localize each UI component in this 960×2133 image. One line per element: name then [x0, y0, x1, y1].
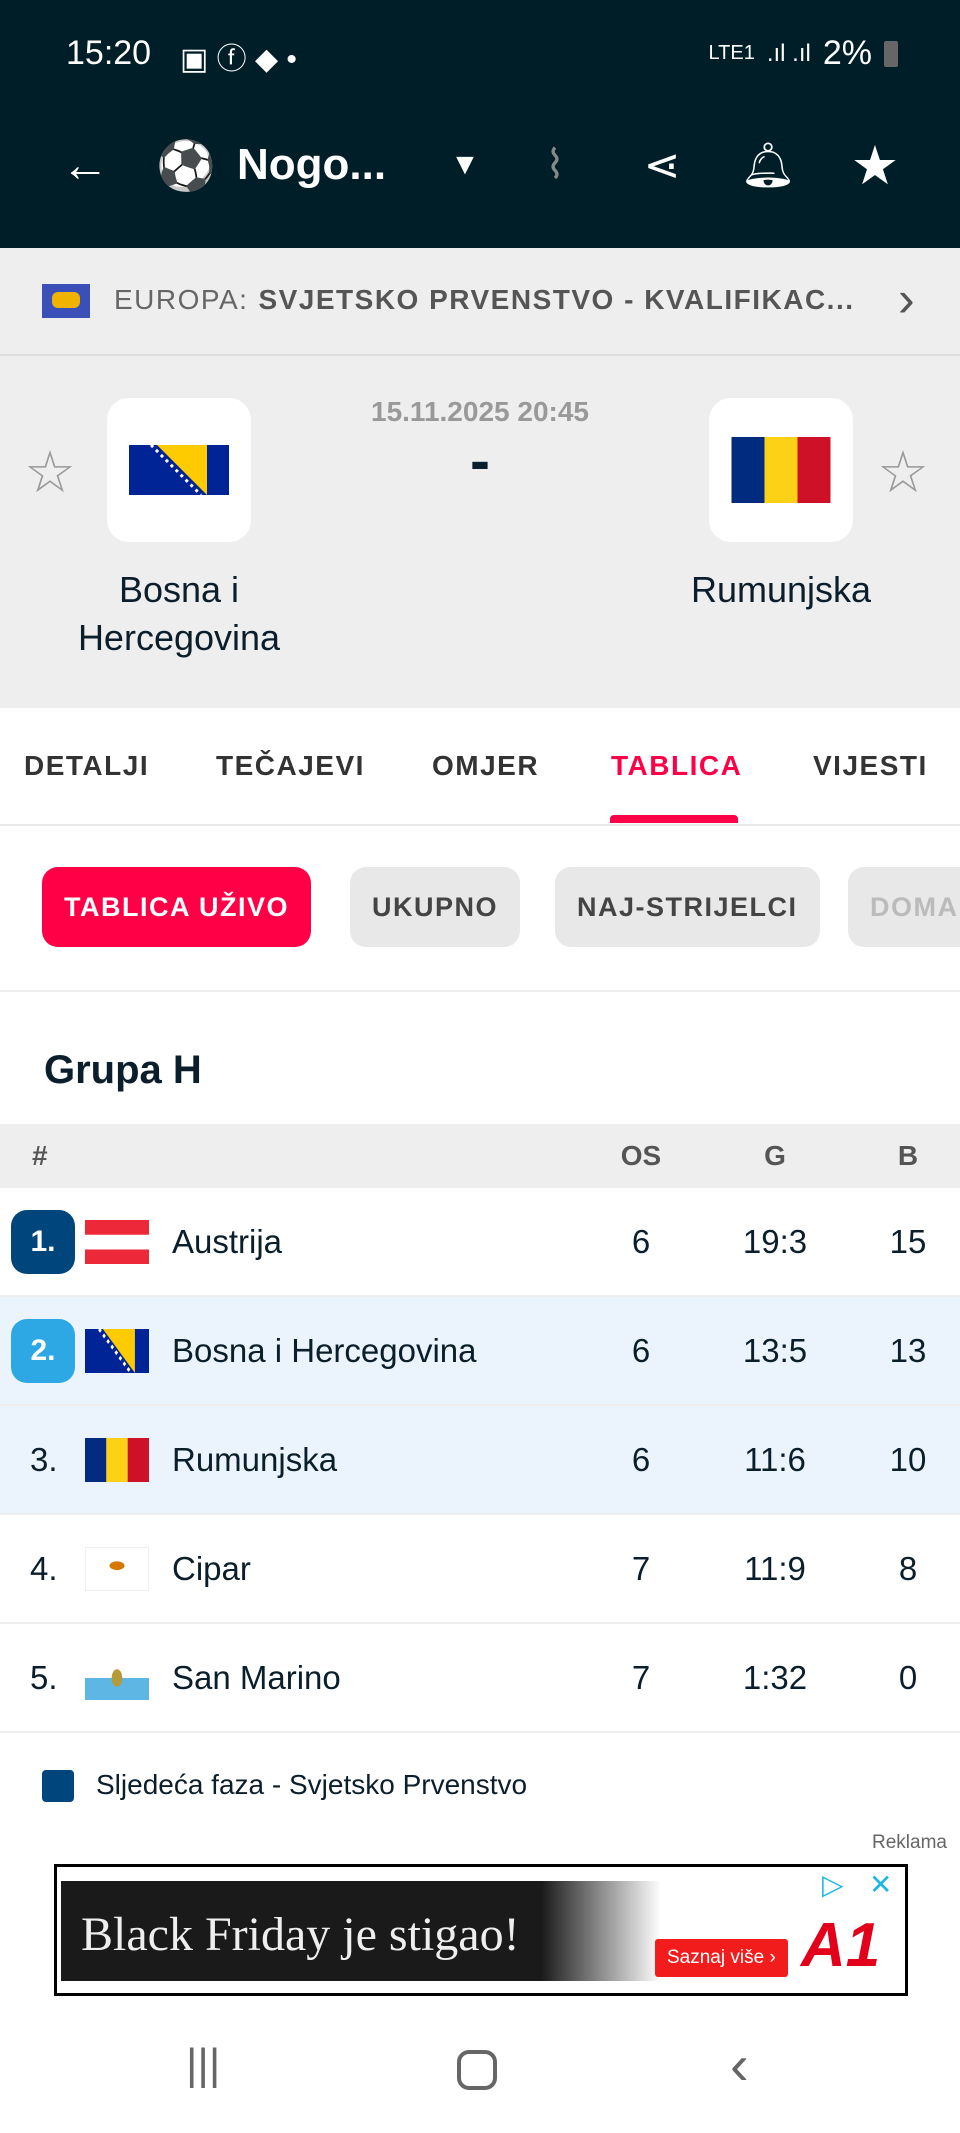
points: 0: [898, 1658, 918, 1696]
table-row[interactable]: 5. San Marino 7 1:32 0: [0, 1624, 960, 1733]
home-team-logo[interactable]: [107, 398, 251, 542]
team-name: Bosna i Hercegovina: [172, 1331, 477, 1369]
rank-label: 3.: [30, 1440, 58, 1478]
austria-flag-icon: [85, 1219, 149, 1264]
ad-brand-logo: A1: [801, 1911, 881, 1980]
share-icon[interactable]: ⋖: [643, 140, 681, 190]
breadcrumb-text: EUROPA: SVJETSKO PRVENSTVO - KVALIFIKAC.…: [114, 284, 874, 316]
legend-label: Sljedeća faza - Svjetsko Prvenstvo: [96, 1769, 528, 1800]
header-played: OS: [620, 1140, 662, 1171]
goals: 11:6: [744, 1440, 806, 1478]
back-icon[interactable]: ‹: [730, 2033, 749, 2096]
points: 15: [889, 1222, 927, 1260]
ad-banner[interactable]: Black Friday je stigao! Saznaj više › A1…: [54, 1864, 908, 1996]
divider: [0, 990, 960, 992]
home-icon[interactable]: [457, 2050, 497, 2090]
chip-naj-strijelci[interactable]: NAJ-STRIJELCI: [555, 867, 820, 947]
away-favorite-star-icon[interactable]: ☆: [877, 440, 929, 505]
goals: 19:3: [742, 1222, 808, 1260]
competition-label: SVJETSKO PRVENSTVO - KVALIFIKAC...: [258, 284, 855, 315]
away-team-logo[interactable]: [709, 398, 853, 542]
status-right-group: LTE1 .ıl .ıl 2%: [709, 34, 898, 73]
played: 6: [631, 1331, 651, 1369]
tab-detalji[interactable]: DETALJI: [24, 750, 150, 781]
match-tabs: DETALJI TEČAJEVI OMJER TABLICA VIJESTI: [0, 708, 960, 826]
match-score: -: [470, 427, 490, 494]
ad-headline: Black Friday je stigao!: [81, 1908, 520, 1961]
notification-icons: ▣ ⓕ ◆ •: [180, 43, 297, 76]
chip-ukupno[interactable]: UKUPNO: [350, 867, 521, 947]
away-team-name[interactable]: Rumunjska: [690, 569, 872, 610]
table-row[interactable]: 2. Bosna i Hercegovina 6 13:5 13: [0, 1297, 960, 1406]
home-team-name[interactable]: Bosna i Hercegovina: [77, 569, 281, 658]
header-points: B: [897, 1140, 919, 1171]
match-header: ☆ 15.11.2025 20:45 - ☆ Bosna i Hercegovi…: [0, 356, 960, 708]
rank-badge: 1.: [11, 1209, 75, 1274]
table-header: # OS G B: [0, 1124, 960, 1188]
tab-omjer[interactable]: OMJER: [432, 750, 540, 781]
match-datetime: 15.11.2025 20:45: [371, 396, 589, 427]
team-name: San Marino: [172, 1658, 341, 1696]
table-row[interactable]: 4. Cipar 7 11:9 8: [0, 1515, 960, 1624]
table-row[interactable]: 3. Rumunjska 6 11:6 10: [0, 1406, 960, 1515]
top-bar: 15:20 ▣ ⓕ ◆ • LTE1 .ıl .ıl 2% ← ⚽ Nogo..…: [0, 0, 960, 248]
ad-cta-button[interactable]: Saznaj više ›: [655, 1939, 788, 1977]
recent-apps-icon[interactable]: |||: [186, 2040, 221, 2089]
goals: 13:5: [742, 1331, 808, 1369]
signal-icon: .ıl .ıl: [766, 39, 811, 67]
soccer-ball-icon: ⚽: [156, 139, 216, 193]
header-goals: G: [764, 1140, 786, 1171]
battery-icon: [884, 40, 898, 67]
played: 7: [631, 1549, 651, 1587]
favorite-star-icon[interactable]: ★: [850, 135, 900, 196]
ad-background: [61, 1881, 661, 1981]
played: 6: [631, 1222, 651, 1260]
goals: 1:32: [742, 1658, 808, 1696]
ad-label: Reklama: [872, 1832, 947, 1853]
san-marino-flag-icon: [85, 1655, 149, 1700]
system-nav-bar: ||| ‹: [0, 2020, 960, 2133]
tab-tecajevi[interactable]: TEČAJEVI: [216, 750, 365, 781]
competition-breadcrumb[interactable]: EUROPA: SVJETSKO PRVENSTVO - KVALIFIKAC.…: [0, 248, 960, 356]
status-time: 15:20: [66, 34, 152, 72]
team-name: Cipar: [172, 1549, 251, 1587]
back-arrow-icon[interactable]: ←: [61, 138, 109, 192]
battery-level: 2%: [822, 34, 872, 72]
goals: 11:9: [744, 1549, 806, 1587]
group-title: Grupa H: [44, 1048, 202, 1092]
home-favorite-star-icon[interactable]: ☆: [24, 440, 76, 505]
chip-tablica-uzivo[interactable]: TABLICA UŽIVO: [42, 867, 311, 947]
ad-close-icon[interactable]: ✕: [869, 1869, 893, 1900]
team-name: Rumunjska: [172, 1440, 338, 1478]
network-label: LTE1: [708, 42, 755, 64]
tab-vijesti[interactable]: VIJESTI: [813, 750, 928, 781]
chip-doma[interactable]: DOMA: [848, 867, 960, 947]
rank-label: 5.: [30, 1658, 58, 1696]
legend-swatch: [42, 1770, 74, 1802]
played: 6: [631, 1440, 651, 1478]
dropdown-icon[interactable]: ▼: [450, 148, 480, 181]
points: 13: [889, 1331, 927, 1369]
bell-icon[interactable]: 🔔︎: [740, 141, 796, 190]
romania-flag-icon: [85, 1437, 149, 1482]
points: 8: [898, 1549, 918, 1587]
region-label: EUROPA:: [114, 284, 249, 315]
bosnia-flag-icon: [85, 1328, 149, 1373]
points: 10: [889, 1440, 927, 1478]
ad-choices-icon[interactable]: ▷: [822, 1869, 844, 1900]
table-row[interactable]: 1. Austrija 6 19:3 15: [0, 1188, 960, 1297]
tab-tablica[interactable]: TABLICA: [611, 750, 743, 781]
audio-commentary-icon[interactable]: ⌇: [545, 143, 565, 187]
header-rank: #: [32, 1140, 48, 1171]
cyprus-flag-icon: [85, 1546, 149, 1591]
sport-title[interactable]: Nogo...: [237, 140, 387, 189]
rank-label: 4.: [30, 1549, 58, 1587]
played: 7: [631, 1658, 651, 1696]
team-name: Austrija: [172, 1222, 283, 1260]
active-tab-indicator: [610, 815, 738, 823]
rank-badge: 2.: [11, 1318, 75, 1383]
chevron-right-icon: ›: [898, 271, 915, 327]
world-map-icon: [42, 284, 90, 318]
